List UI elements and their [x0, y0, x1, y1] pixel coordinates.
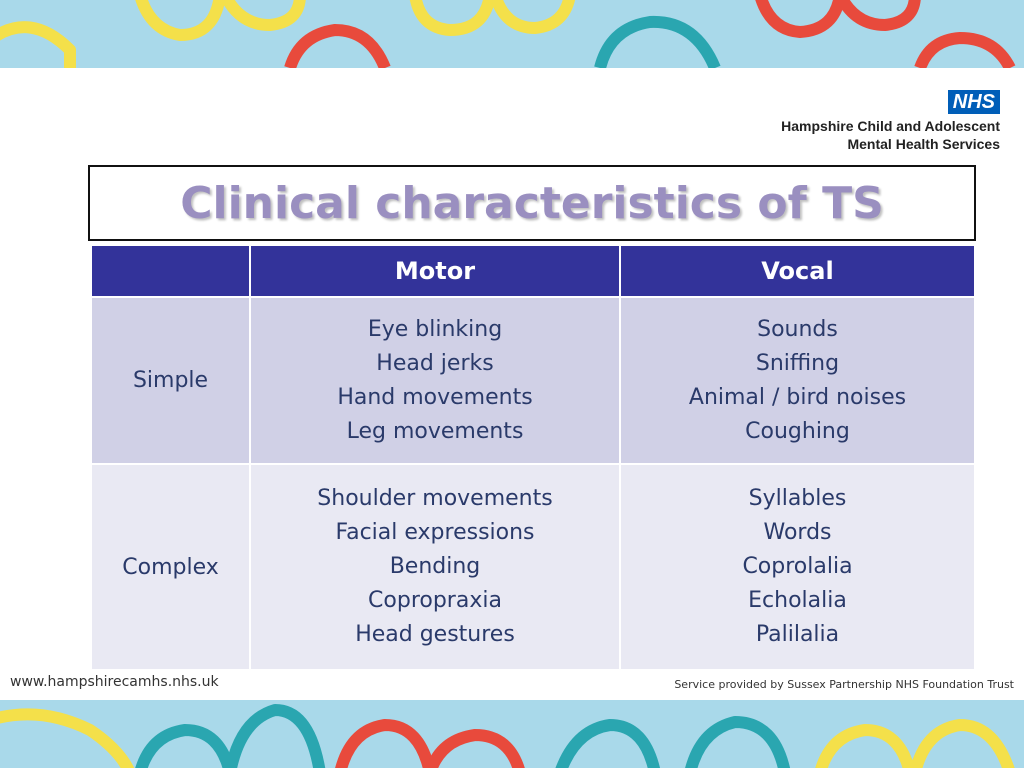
nhs-logo-block: NHS Hampshire Child and Adolescent Menta…: [781, 90, 1000, 153]
bottom-decorative-banner: [0, 700, 1024, 768]
list-item: Palilalia: [755, 622, 840, 647]
row-label-simple: Simple: [90, 296, 251, 465]
list-item: Words: [763, 520, 832, 545]
complex-motor-cell: Shoulder movements Facial expressions Be…: [249, 463, 621, 671]
header-vocal: Vocal: [619, 244, 976, 298]
table-row-simple: Simple Eye blinking Head jerks Hand move…: [90, 296, 976, 465]
footer-website-link[interactable]: www.hampshirecamhs.nhs.uk: [10, 674, 219, 690]
list-item: Sounds: [757, 316, 838, 342]
simple-vocal-cell: Sounds Sniffing Animal / bird noises Cou…: [619, 296, 976, 465]
header-motor: Motor: [249, 244, 621, 298]
slide-title: Clinical characteristics of TS: [180, 177, 884, 229]
list-item: Head jerks: [376, 350, 494, 376]
complex-vocal-cell: Syllables Words Coprolalia Echolalia Pal…: [619, 463, 976, 671]
list-item: Eye blinking: [367, 316, 503, 342]
list-item: Syllables: [748, 486, 847, 511]
list-item: Bending: [389, 554, 481, 579]
org-name-line1: Hampshire Child and Adolescent: [781, 118, 1000, 134]
glasses-pattern-bottom: [0, 700, 1024, 768]
list-item: Facial expressions: [335, 520, 535, 545]
list-item: Leg movements: [346, 418, 524, 444]
row-label-complex: Complex: [90, 463, 251, 671]
table-row-complex: Complex Shoulder movements Facial expres…: [90, 463, 976, 671]
org-name-line2: Mental Health Services: [847, 136, 1000, 152]
footer-provider-text: Service provided by Sussex Partnership N…: [674, 678, 1014, 691]
simple-motor-cell: Eye blinking Head jerks Hand movements L…: [249, 296, 621, 465]
characteristics-table: Motor Vocal Simple Eye blinking Head jer…: [90, 244, 976, 671]
list-item: Animal / bird noises: [688, 384, 907, 410]
header-corner: [90, 244, 251, 298]
list-item: Sniffing: [755, 350, 840, 376]
glasses-pattern-top: [0, 0, 1024, 68]
list-item: Hand movements: [337, 384, 533, 410]
list-item: Shoulder movements: [317, 486, 553, 511]
table-header-row: Motor Vocal: [90, 244, 976, 298]
list-item: Head gestures: [355, 622, 515, 647]
title-box: Clinical characteristics of TS: [88, 165, 976, 241]
list-item: Echolalia: [748, 588, 847, 613]
top-decorative-banner: [0, 0, 1024, 68]
list-item: Copropraxia: [368, 588, 502, 613]
nhs-logo: NHS: [947, 90, 1000, 114]
list-item: Coprolalia: [742, 554, 853, 579]
list-item: Coughing: [745, 418, 850, 444]
